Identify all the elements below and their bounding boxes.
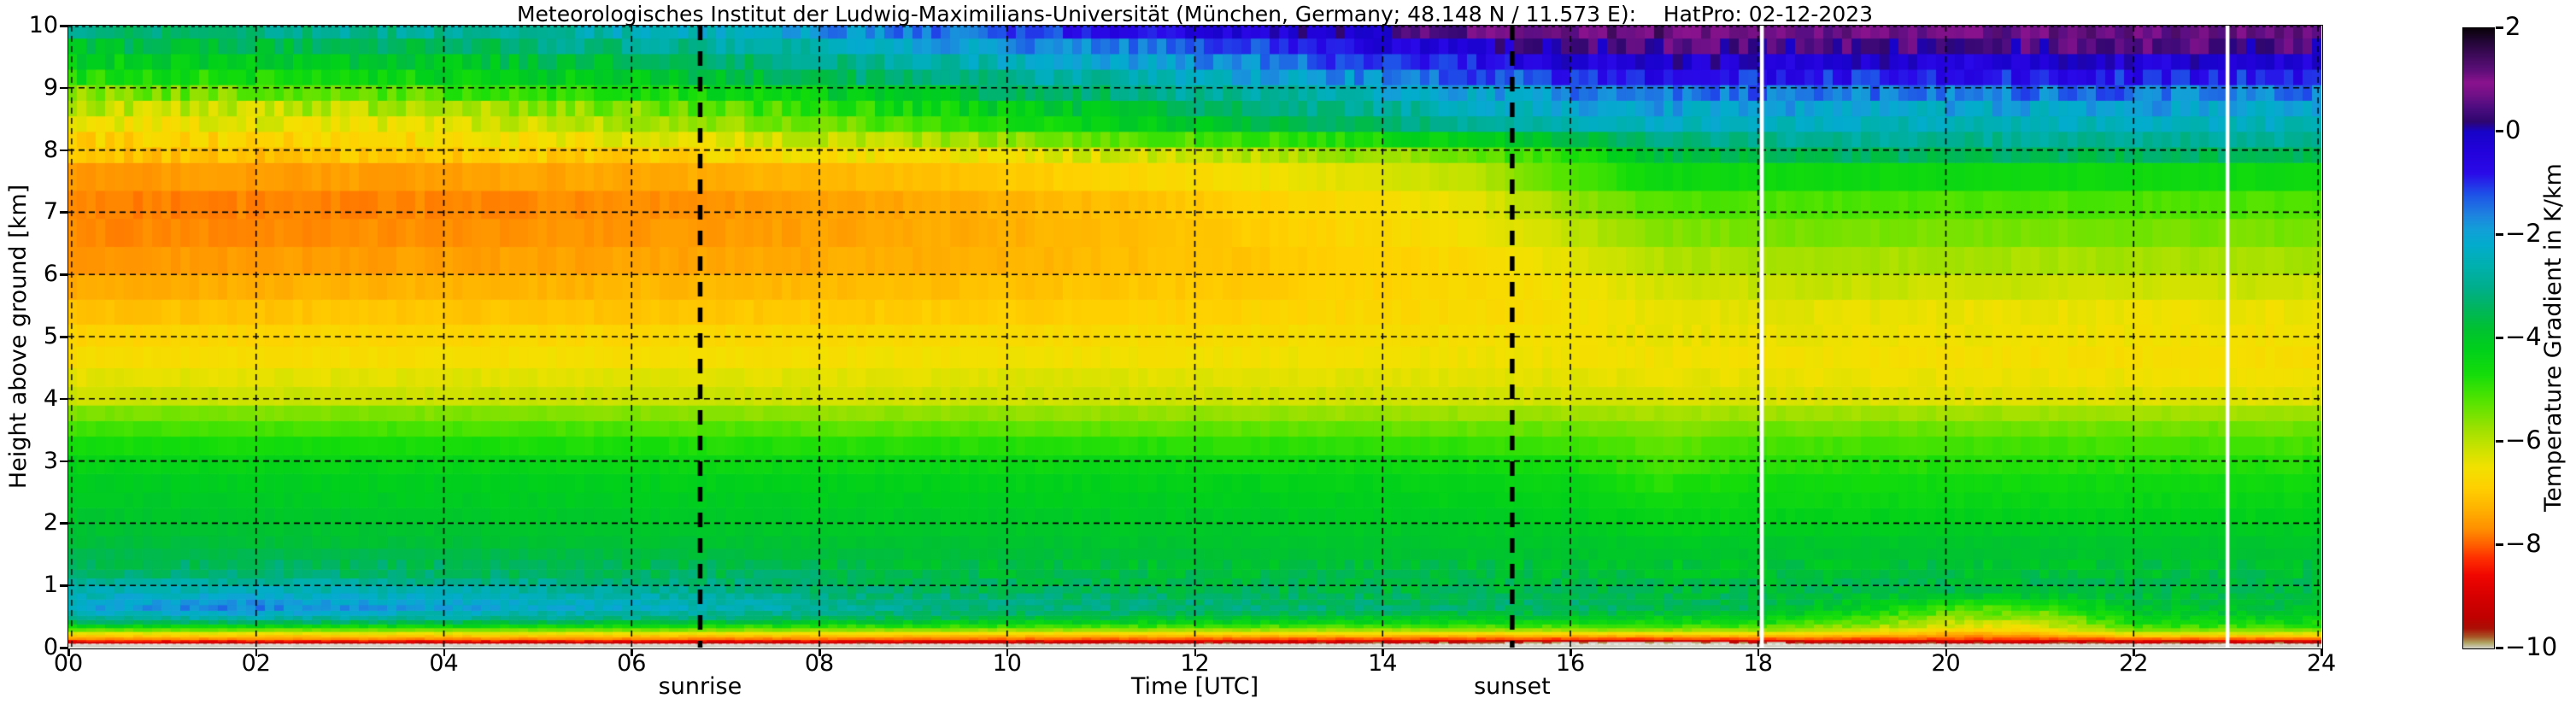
y-tick-label: 7 <box>43 198 58 226</box>
x-tick-mark <box>1194 648 1196 656</box>
x-tick-label: 08 <box>804 650 835 677</box>
y-tick-mark <box>60 86 67 90</box>
sunrise-label: sunrise <box>658 673 742 700</box>
y-tick-label: 4 <box>43 384 58 412</box>
y-tick-mark <box>60 397 67 401</box>
y-tick-mark <box>60 25 67 27</box>
y-tick-mark <box>60 273 67 276</box>
colorbar-tick-mark <box>2496 130 2503 132</box>
colorbar-tick-label: −6 <box>2505 425 2542 455</box>
x-tick-label: 04 <box>429 650 459 677</box>
y-tick-mark <box>60 584 67 587</box>
x-tick-mark <box>67 648 70 656</box>
x-tick-label: 22 <box>2119 650 2149 677</box>
x-tick-label: 24 <box>2306 650 2337 677</box>
x-tick-label: 06 <box>617 650 647 677</box>
x-tick-mark <box>255 648 258 656</box>
x-tick-label: 18 <box>1743 650 1773 677</box>
colorbar-tick-mark <box>2496 337 2503 339</box>
x-tick-label: 00 <box>53 650 84 677</box>
colorbar-tick-mark <box>2496 543 2503 546</box>
x-tick-label: 16 <box>1555 650 1586 677</box>
colorbar-tick-mark <box>2496 26 2503 29</box>
y-tick-label: 6 <box>43 261 58 288</box>
x-tick-mark <box>2133 648 2135 656</box>
y-tick-mark <box>60 460 67 463</box>
colorbar-title: Temperature Gradient in K/km <box>2540 163 2567 512</box>
x-tick-label: 12 <box>1180 650 1210 677</box>
y-tick-label: 3 <box>43 447 58 474</box>
x-tick-mark <box>819 648 821 656</box>
x-tick-label: 02 <box>241 650 271 677</box>
colorbar-tick-mark <box>2496 440 2503 443</box>
x-tick-mark <box>1757 648 1760 656</box>
x-tick-mark <box>443 648 445 656</box>
colorbar-tick-label: −4 <box>2505 322 2542 351</box>
y-tick-mark <box>60 211 67 214</box>
x-tick-mark <box>1570 648 1572 656</box>
x-tick-mark <box>1382 648 1384 656</box>
heatmap-canvas <box>68 26 2321 648</box>
colorbar-tick-label: −10 <box>2505 632 2558 661</box>
y-tick-label: 1 <box>43 572 58 599</box>
x-tick-label: 10 <box>992 650 1022 677</box>
y-tick-mark <box>60 522 67 525</box>
y-tick-label: 10 <box>28 12 58 38</box>
colorbar-tick-label: 0 <box>2505 115 2521 144</box>
y-tick-label: 2 <box>43 509 58 537</box>
x-axis-title: Time [UTC] <box>1130 673 1259 700</box>
sunset-label: sunset <box>1474 673 1551 700</box>
colorbar-tick-mark <box>2496 647 2503 649</box>
y-tick-label: 0 <box>43 634 58 660</box>
colorbar-tick-mark <box>2496 233 2503 236</box>
x-tick-mark <box>1945 648 1947 656</box>
colorbar-tick-label: −2 <box>2505 219 2542 248</box>
y-tick-label: 5 <box>43 323 58 349</box>
x-tick-mark <box>631 648 633 656</box>
x-tick-label: 14 <box>1368 650 1398 677</box>
y-tick-mark <box>60 149 67 152</box>
y-tick-mark <box>60 336 67 338</box>
y-tick-mark <box>60 647 67 649</box>
colorbar-canvas <box>2462 27 2495 649</box>
chart-title: Meteorologisches Institut der Ludwig-Max… <box>516 2 1874 26</box>
y-tick-label: 9 <box>43 73 58 101</box>
colorbar-tick-label: 2 <box>2505 12 2521 41</box>
x-tick-mark <box>1006 648 1009 656</box>
y-axis-title: Height above ground [km] <box>5 184 32 490</box>
x-tick-mark <box>2321 648 2323 656</box>
x-tick-label: 20 <box>1931 650 1961 677</box>
colorbar-tick-label: −8 <box>2505 529 2542 558</box>
y-tick-label: 8 <box>43 136 58 163</box>
